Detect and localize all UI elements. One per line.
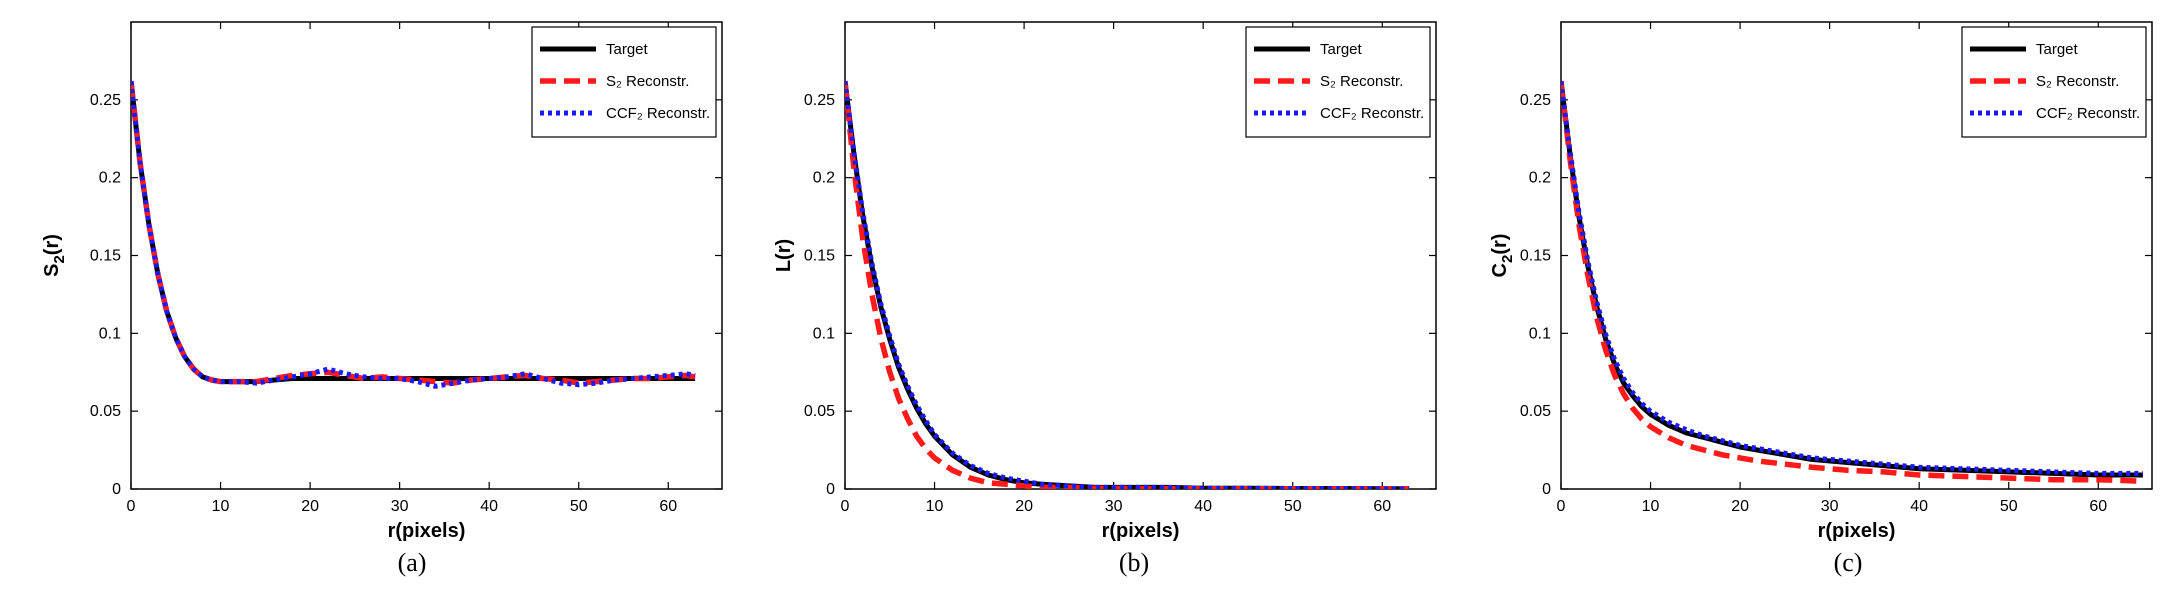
x-tick-label: 10 [926,498,944,515]
series-line-dotted [1561,80,2143,476]
legend-label: Target [606,41,649,58]
x-tick-label: 0 [1557,498,1566,515]
y-tick-label: 0 [112,481,121,498]
series-line-dotted [845,80,1410,489]
x-tick-label: 60 [1373,498,1391,515]
y-tick-label: 0.2 [813,170,835,187]
legend-label: S₂ Reconstr. [1320,73,1403,90]
y-tick-label: 0.25 [1520,92,1551,109]
legend-label: Target [2036,41,2079,58]
y-tick-label: 0.15 [90,248,121,265]
x-tick-label: 0 [841,498,850,515]
legend-label: Target [1320,41,1363,58]
y-tick-label: 0.1 [99,325,121,342]
x-axis-label: r(pixels) [1102,520,1180,542]
x-tick-label: 40 [1910,498,1928,515]
y-tick-label: 0 [826,481,835,498]
panel-3: 0 10 20 30 40 50 60 0 0.05 0.1 0.15 0.2 0.25 Target S₂… [1489,21,2153,577]
y-tick-label: 0.15 [804,248,835,265]
x-axis-label: r(pixels) [1818,520,1896,542]
x-tick-label: 50 [570,498,588,515]
x-tick-label: 50 [1284,498,1302,515]
y-tick-label: 0.25 [804,92,835,109]
x-tick-label: 60 [2089,498,2107,515]
legend-label: CCF₂ Reconstr. [2036,105,2140,122]
legend: Target S₂ Reconstr. CCF₂ Reconstr. [1961,26,2147,138]
y-tick-label: 0.15 [1520,248,1551,265]
x-tick-label: 30 [1105,498,1123,515]
series-line-dashed [1561,80,2144,484]
x-tick-label: 30 [391,498,409,515]
legend: Target S₂ Reconstr. CCF₂ Reconstr. [1245,26,1431,138]
x-tick-label: 60 [659,498,677,515]
x-tick-label: 40 [1194,498,1212,515]
y-axis-label: C2(r) [1489,234,1516,278]
legend-box [1961,26,2147,138]
x-tick-label: 20 [1731,498,1749,515]
series-line-solid [1561,80,2143,478]
y-axis-label: L(r) [773,239,795,272]
panel-caption: (c) [1834,548,1863,577]
panel-1: 0 10 20 30 40 50 60 0 0.05 0.1 0.15 0.2 0.25 Target S₂… [41,21,723,577]
x-tick-label: 10 [1642,498,1660,515]
x-tick-label: 20 [1015,498,1033,515]
legend-label: CCF₂ Reconstr. [1320,105,1424,122]
y-tick-label: 0.1 [1529,325,1551,342]
legend-label: S₂ Reconstr. [2036,73,2119,90]
legend-label: S₂ Reconstr. [606,73,689,90]
legend-box [1245,26,1431,138]
x-tick-label: 10 [212,498,230,515]
x-tick-label: 0 [127,498,136,515]
series-line-solid [845,80,1410,489]
y-tick-label: 0.2 [1529,170,1551,187]
y-tick-label: 0.05 [90,403,121,420]
panel-2: 0 10 20 30 40 50 60 0 0.05 0.1 0.15 0.2 0.25 Target S₂… [773,21,1437,577]
x-tick-label: 50 [2000,498,2018,515]
legend-box [531,26,717,138]
y-axis-label: S2(r) [41,234,68,277]
x-tick-label: 30 [1821,498,1839,515]
legend: Target S₂ Reconstr. CCF₂ Reconstr. [531,26,717,138]
y-tick-label: 0.25 [90,92,121,109]
legend-label: CCF₂ Reconstr. [606,105,710,122]
y-tick-label: 0 [1542,481,1551,498]
panel-caption: (b) [1119,548,1149,577]
y-tick-label: 0.1 [813,325,835,342]
x-axis-label: r(pixels) [388,520,466,542]
y-tick-label: 0.2 [99,170,121,187]
x-tick-label: 20 [301,498,319,515]
x-tick-label: 40 [480,498,498,515]
panel-caption: (a) [398,548,427,577]
y-tick-label: 0.05 [804,403,835,420]
series-line-dotted [131,80,696,389]
y-tick-label: 0.05 [1520,403,1551,420]
